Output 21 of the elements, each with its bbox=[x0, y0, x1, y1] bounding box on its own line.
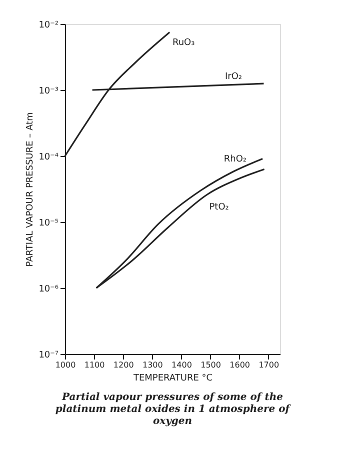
x-tick-label: 1600 bbox=[230, 360, 250, 370]
x-tick-label: 1700 bbox=[258, 360, 280, 370]
annotation: RuO₃ bbox=[172, 38, 196, 48]
x-tick-label: 1000 bbox=[55, 360, 76, 370]
y-tick-label: 10⁻⁷ bbox=[38, 350, 59, 360]
annotation: IrO₂ bbox=[224, 72, 242, 82]
y-tick-label: 10⁻⁵ bbox=[38, 218, 59, 228]
x-axis-title: TEMPERATURE °C bbox=[132, 374, 213, 384]
y-tick-label: 10⁻⁶ bbox=[38, 284, 59, 294]
y-tick-label: 10⁻² bbox=[38, 20, 59, 30]
x-tick-label: 1500 bbox=[200, 360, 221, 370]
x-tick-label: 1200 bbox=[113, 360, 134, 370]
x-tick-label: 1100 bbox=[84, 360, 105, 370]
text: Partial vapour pressures of some of the platinum metal oxides in 1 atmosphere of oxygen bbox=[55, 392, 292, 427]
annotation: RhO₂ bbox=[224, 154, 247, 165]
y-tick-label: 10⁻⁴ bbox=[38, 152, 59, 162]
x-tick-label: 1400 bbox=[172, 360, 192, 370]
annotation: PtO₂ bbox=[209, 202, 230, 213]
y-axis-title: PARTIAL VAPOUR PRESSURE – Atm bbox=[26, 112, 36, 267]
y-tick-label: 10⁻³ bbox=[38, 86, 59, 96]
x-tick-label: 1300 bbox=[142, 360, 163, 370]
